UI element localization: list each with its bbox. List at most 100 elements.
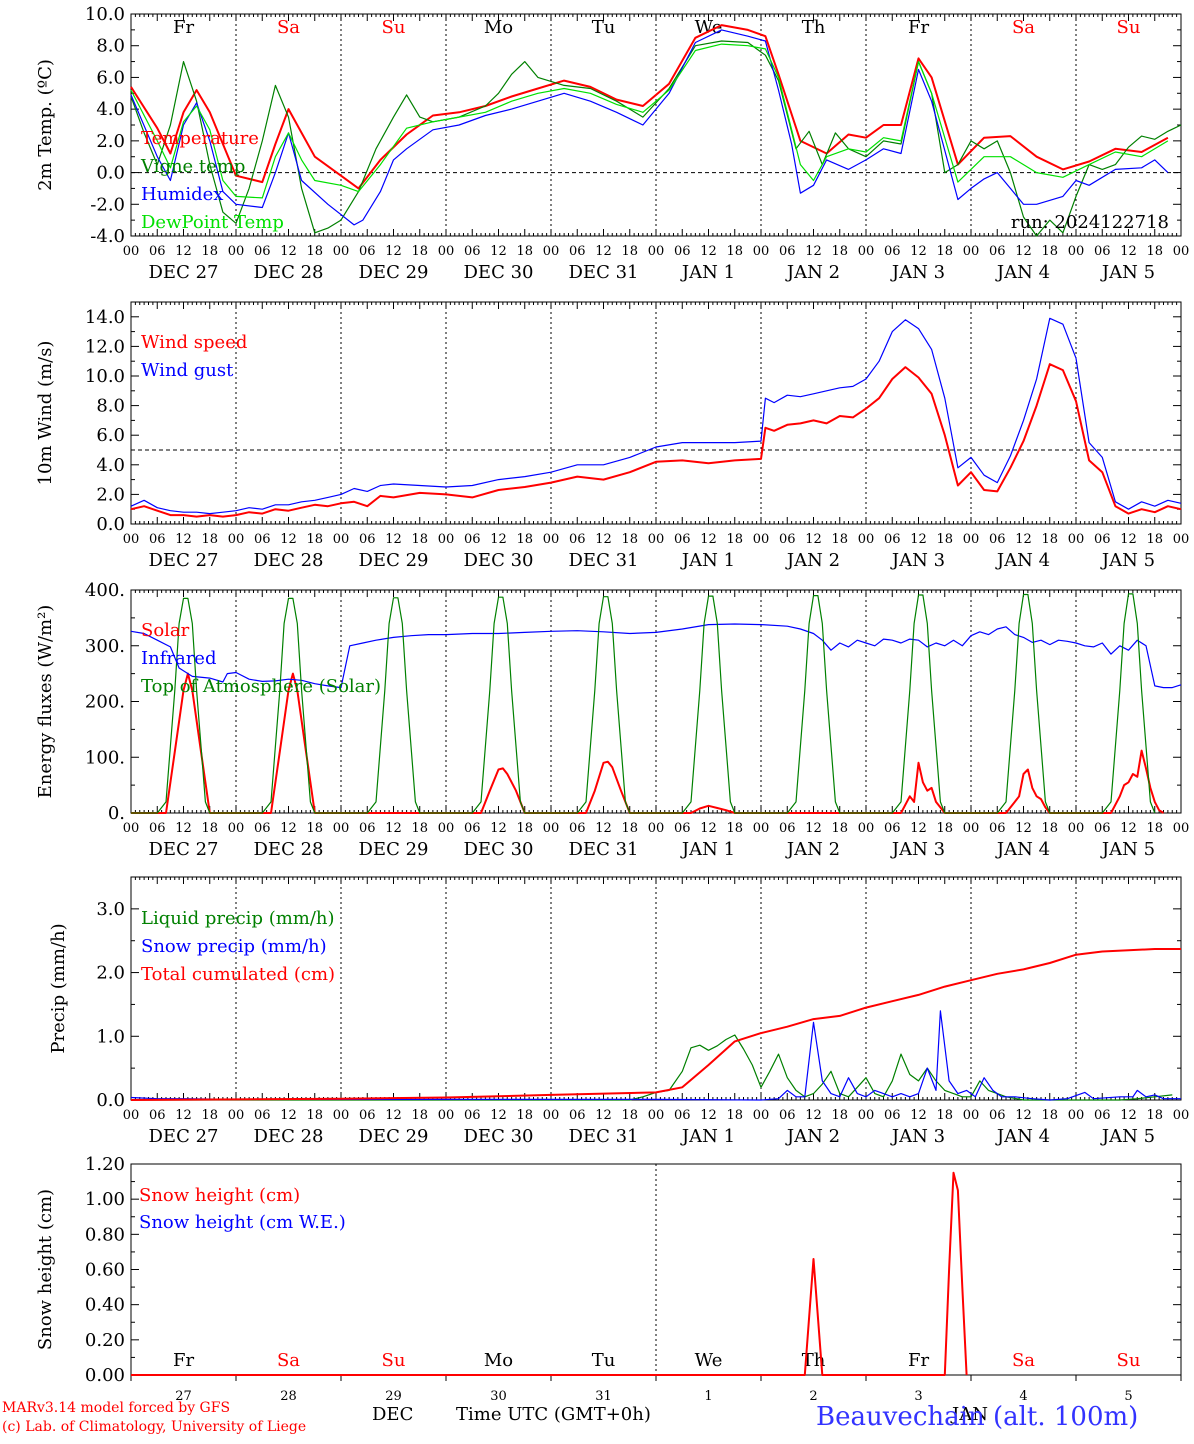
y-tick-label: 0.60 bbox=[85, 1260, 125, 1281]
weekday-label: Tu bbox=[592, 17, 616, 38]
hour-tick-label: 18 bbox=[936, 244, 953, 259]
hour-tick-label: 00 bbox=[123, 244, 140, 259]
hour-tick-label: 18 bbox=[516, 244, 533, 259]
hour-tick-label: 00 bbox=[228, 532, 245, 547]
hour-tick-label: 18 bbox=[621, 532, 638, 547]
hour-tick-label: 00 bbox=[963, 1108, 980, 1123]
day-label: DEC 28 bbox=[254, 839, 324, 860]
y-axis-title: 10m Wind (m/s) bbox=[35, 341, 56, 486]
hour-tick-label: 00 bbox=[123, 821, 140, 836]
y-tick-label: 3.0 bbox=[96, 899, 125, 920]
hour-tick-label: 06 bbox=[1094, 1108, 1111, 1123]
y-tick-label: 200. bbox=[85, 692, 125, 713]
hour-tick-label: 00 bbox=[963, 532, 980, 547]
hour-tick-label: 00 bbox=[543, 1108, 560, 1123]
panel-3: 00 06 12 18 DEC 27 00 06 12 18 DEC 28 00 06 12 18 DEC … bbox=[35, 580, 1189, 860]
hour-tick-label: 06 bbox=[674, 1108, 691, 1123]
hour-tick-label: 06 bbox=[464, 821, 481, 836]
hour-tick-label: 00 bbox=[543, 821, 560, 836]
hour-tick-label: 18 bbox=[516, 821, 533, 836]
hour-tick-label: 12 bbox=[910, 821, 927, 836]
hour-tick-label: 18 bbox=[621, 1108, 638, 1123]
y-axis-title: Energy fluxes (W/m²) bbox=[35, 605, 56, 799]
day-label: JAN 4 bbox=[995, 550, 1050, 571]
y-tick-label: 12.0 bbox=[85, 336, 125, 357]
hour-tick-label: 12 bbox=[490, 821, 507, 836]
hour-tick-label: 00 bbox=[1068, 1108, 1085, 1123]
hour-tick-label: 18 bbox=[1041, 821, 1058, 836]
hour-tick-label: 06 bbox=[779, 244, 796, 259]
day-label: DEC 29 bbox=[359, 839, 429, 860]
hour-tick-label: 06 bbox=[779, 1108, 796, 1123]
y-tick-label: 0.40 bbox=[85, 1295, 125, 1316]
hour-tick-label: 00 bbox=[333, 244, 350, 259]
hour-tick-label: 06 bbox=[359, 532, 376, 547]
legend-entry: Humidex bbox=[141, 184, 223, 205]
weekday-label: We bbox=[695, 1350, 723, 1371]
day-label: DEC 31 bbox=[569, 1126, 639, 1147]
day-label: JAN 4 bbox=[995, 262, 1050, 283]
day-label: DEC 29 bbox=[359, 1126, 429, 1147]
hour-tick-label: 06 bbox=[779, 532, 796, 547]
day-number-label: 1 bbox=[704, 1389, 712, 1404]
y-tick-label: 1.0 bbox=[96, 1026, 125, 1047]
hour-tick-label: 18 bbox=[831, 244, 848, 259]
series-line bbox=[130, 363, 1182, 518]
hour-tick-label: 12 bbox=[805, 532, 822, 547]
hour-tick-label: 18 bbox=[411, 244, 428, 259]
legend-entry: Temperature bbox=[141, 128, 259, 149]
day-label: DEC 31 bbox=[569, 839, 639, 860]
hour-tick-label: 00 bbox=[333, 532, 350, 547]
hour-tick-label: 12 bbox=[910, 1108, 927, 1123]
hour-tick-label: 18 bbox=[726, 532, 743, 547]
y-tick-label: 0.0 bbox=[96, 163, 125, 184]
hour-tick-label: 12 bbox=[385, 1108, 402, 1123]
hour-tick-label: 06 bbox=[149, 532, 166, 547]
day-number-label: 30 bbox=[490, 1389, 507, 1404]
hour-tick-label: 00 bbox=[1173, 821, 1190, 836]
hour-tick-label: 00 bbox=[1068, 532, 1085, 547]
hour-tick-label: 18 bbox=[201, 244, 218, 259]
hour-tick-label: 00 bbox=[858, 532, 875, 547]
day-label: JAN 3 bbox=[890, 839, 945, 860]
series-line bbox=[131, 593, 1156, 814]
y-tick-label: 2.0 bbox=[96, 131, 125, 152]
hour-tick-label: 18 bbox=[831, 821, 848, 836]
y-tick-label: 300. bbox=[85, 636, 125, 657]
y-tick-label: 6.0 bbox=[96, 425, 125, 446]
hour-tick-label: 00 bbox=[648, 821, 665, 836]
y-tick-label: -4.0 bbox=[90, 226, 125, 247]
y-tick-label: 0.0 bbox=[96, 514, 125, 535]
hour-tick-label: 00 bbox=[438, 1108, 455, 1123]
hour-tick-label: 12 bbox=[700, 1108, 717, 1123]
hour-tick-label: 00 bbox=[228, 244, 245, 259]
hour-tick-label: 12 bbox=[1015, 532, 1032, 547]
hour-tick-label: 06 bbox=[674, 821, 691, 836]
hour-tick-label: 06 bbox=[884, 821, 901, 836]
hour-tick-label: 00 bbox=[123, 1108, 140, 1123]
weekday-label: Sa bbox=[277, 17, 300, 38]
hour-tick-label: 06 bbox=[254, 821, 271, 836]
hour-tick-label: 00 bbox=[648, 1108, 665, 1123]
hour-tick-label: 00 bbox=[753, 821, 770, 836]
weekday-label: Sa bbox=[277, 1350, 300, 1371]
day-label: JAN 2 bbox=[785, 550, 840, 571]
hour-tick-label: 06 bbox=[149, 1108, 166, 1123]
weekday-label: Fr bbox=[908, 1350, 929, 1371]
hour-tick-label: 18 bbox=[306, 244, 323, 259]
panel-2: 00 06 12 18 DEC 27 00 06 12 18 DEC 28 00 06 12 18 DEC … bbox=[35, 301, 1189, 571]
hour-tick-label: 18 bbox=[726, 1108, 743, 1123]
legend-entry: DewPoint Temp bbox=[141, 212, 284, 233]
hour-tick-label: 18 bbox=[306, 821, 323, 836]
day-label: DEC 29 bbox=[359, 262, 429, 283]
hour-tick-label: 18 bbox=[726, 821, 743, 836]
day-number-label: 3 bbox=[914, 1389, 922, 1404]
y-tick-label: 4.0 bbox=[96, 99, 125, 120]
y-tick-label: 4.0 bbox=[96, 455, 125, 476]
legend-entry: Solar bbox=[141, 620, 190, 641]
hour-tick-label: 00 bbox=[858, 1108, 875, 1123]
series-line bbox=[130, 948, 1181, 1101]
day-number-label: 29 bbox=[385, 1389, 402, 1404]
hour-tick-label: 06 bbox=[149, 821, 166, 836]
hour-tick-label: 06 bbox=[884, 244, 901, 259]
